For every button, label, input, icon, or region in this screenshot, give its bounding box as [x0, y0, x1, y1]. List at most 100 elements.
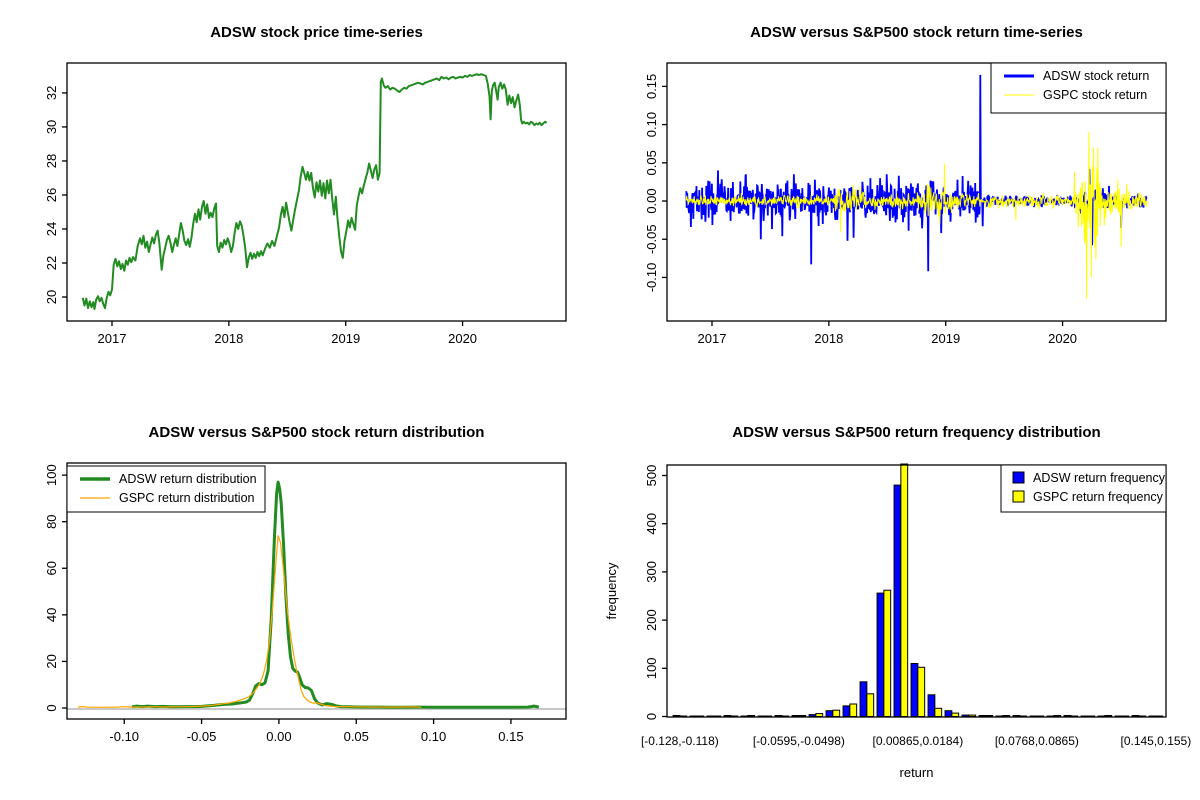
y-tick-label: 28: [44, 154, 59, 168]
gspc-freq-bar: [798, 715, 807, 717]
gspc-freq-bar: [917, 666, 926, 717]
gspc-freq-bar: [849, 703, 858, 717]
y-tick-label: 40: [44, 608, 59, 622]
x-category-label: [0.145,0.155): [1120, 734, 1191, 748]
y-axis-label: frequency: [604, 562, 619, 620]
adsw-freq-bar: [774, 715, 783, 717]
plot-title: ADSW versus S&P500 stock return distribu…: [149, 424, 485, 441]
x-tick-label: 2018: [814, 331, 843, 346]
panel-returns: ADSW versus S&P500 stock return time-ser…: [644, 24, 1167, 346]
x-tick-label: -0.05: [187, 729, 217, 744]
adsw-freq-bar: [808, 714, 817, 718]
plot-frame: [666, 464, 1167, 718]
y-tick-label: 0: [44, 704, 59, 711]
y-tick-label: 100: [44, 464, 59, 486]
legend-label: ADSW stock return: [1043, 69, 1149, 83]
adsw-freq-bar: [910, 663, 919, 717]
adsw-return-line: [685, 74, 1148, 272]
adsw-freq-bar: [961, 714, 970, 718]
gspc-return-line: [685, 132, 1148, 299]
x-axis-label: return: [900, 765, 934, 780]
gspc-freq-bar: [866, 693, 875, 717]
y-tick-label: 500: [644, 465, 659, 487]
panel-price: ADSW stock price time-series 2017 2018 2019…: [44, 24, 567, 346]
y-tick-label: 0.05: [644, 150, 659, 175]
y-tick-label: 0.00: [644, 188, 659, 213]
gspc-freq-bar: [883, 589, 892, 717]
gspc-freq-bar: [747, 715, 756, 717]
y-tick-label: 24: [44, 222, 59, 236]
x-tick-label: 0.15: [498, 729, 523, 744]
y-tick-label: 20: [44, 654, 59, 668]
legend-label: GSPC return distribution: [119, 491, 255, 505]
x-tick-label: 0.05: [344, 729, 369, 744]
adsw-freq-bar: [944, 710, 953, 718]
adsw-freq-bar: [1131, 715, 1140, 717]
y-tick-label: -0.05: [644, 224, 659, 254]
y-tick-label: 20: [44, 290, 59, 304]
x-tick-label: 2017: [698, 331, 727, 346]
adsw-freq-bar: [723, 715, 732, 717]
x-tick-label: 2020: [448, 331, 477, 346]
adsw-freq-bar: [825, 710, 834, 718]
x-category-label: [0.0768,0.0865): [995, 734, 1079, 748]
y-tick-label: 26: [44, 188, 59, 202]
legend-label: ADSW return distribution: [119, 472, 257, 486]
gspc-freq-bar: [934, 707, 943, 717]
price-line: [81, 73, 548, 310]
y-tick-label: 300: [644, 561, 659, 583]
legend-label: GSPC return frequency: [1033, 490, 1164, 504]
gspc-freq-bar: [900, 463, 909, 717]
adsw-freq-bar: [672, 715, 681, 717]
x-tick-label: 2018: [214, 331, 243, 346]
adsw-freq-bar: [791, 715, 800, 717]
x-tick-label: 2019: [331, 331, 360, 346]
y-tick-label: 0: [644, 713, 659, 720]
plot-title: ADSW versus S&P500 return frequency dist…: [732, 424, 1100, 441]
y-tick-label: 400: [644, 513, 659, 535]
adsw-freq-bar: [927, 694, 936, 717]
gspc-freq-bar: [815, 713, 824, 718]
y-tick-label: 200: [644, 609, 659, 631]
gspc-freq-bar: [832, 709, 841, 718]
adsw-density-line: [131, 480, 540, 709]
adsw-freq-bar: [893, 484, 902, 717]
gspc-freq-bar: [985, 715, 994, 717]
gspc-freq-bar: [968, 714, 977, 718]
y-tick-label: 22: [44, 256, 59, 270]
y-tick-label: 30: [44, 120, 59, 134]
plot-frame: [66, 462, 567, 720]
panel-histogram: ADSW versus S&P500 return frequency dist…: [604, 424, 1191, 780]
y-tick-label: 60: [44, 561, 59, 575]
adsw-freq-bar: [876, 592, 885, 718]
panel-density: ADSW versus S&P500 stock return distribu…: [44, 424, 567, 744]
plot-title: ADSW versus S&P500 stock return time-ser…: [750, 24, 1083, 41]
y-tick-label: 80: [44, 514, 59, 528]
x-tick-label: 0.00: [266, 729, 291, 744]
y-tick-label: 0.15: [644, 74, 659, 99]
x-tick-label: 2019: [931, 331, 960, 346]
plot-frame: [66, 62, 567, 322]
x-category-label: [-0.128,-0.118): [641, 734, 719, 748]
x-category-label: [0.00865,0.0184): [872, 734, 963, 748]
plot-frame: [666, 62, 1167, 322]
adsw-freq-bar: [1063, 715, 1072, 717]
x-tick-label: -0.10: [109, 729, 139, 744]
legend-label: ADSW return frequency: [1033, 471, 1166, 485]
legend-box: [66, 465, 266, 513]
x-tick-label: 2017: [98, 331, 127, 346]
gspc-freq-bar: [1002, 715, 1011, 717]
y-tick-label: 32: [44, 86, 59, 100]
gspc-freq-bar: [1104, 715, 1113, 717]
plot-title: ADSW stock price time-series: [210, 24, 423, 41]
legend-swatch: [1012, 490, 1025, 503]
gspc-freq-bar: [1053, 715, 1062, 717]
gspc-freq-bar: [951, 712, 960, 718]
gspc-density-line: [77, 535, 422, 708]
adsw-freq-bar: [1012, 715, 1021, 717]
adsw-freq-bar: [842, 705, 851, 717]
adsw-freq-bar: [978, 715, 987, 717]
legend-box: [990, 62, 1167, 114]
y-tick-label: -0.10: [644, 263, 659, 293]
